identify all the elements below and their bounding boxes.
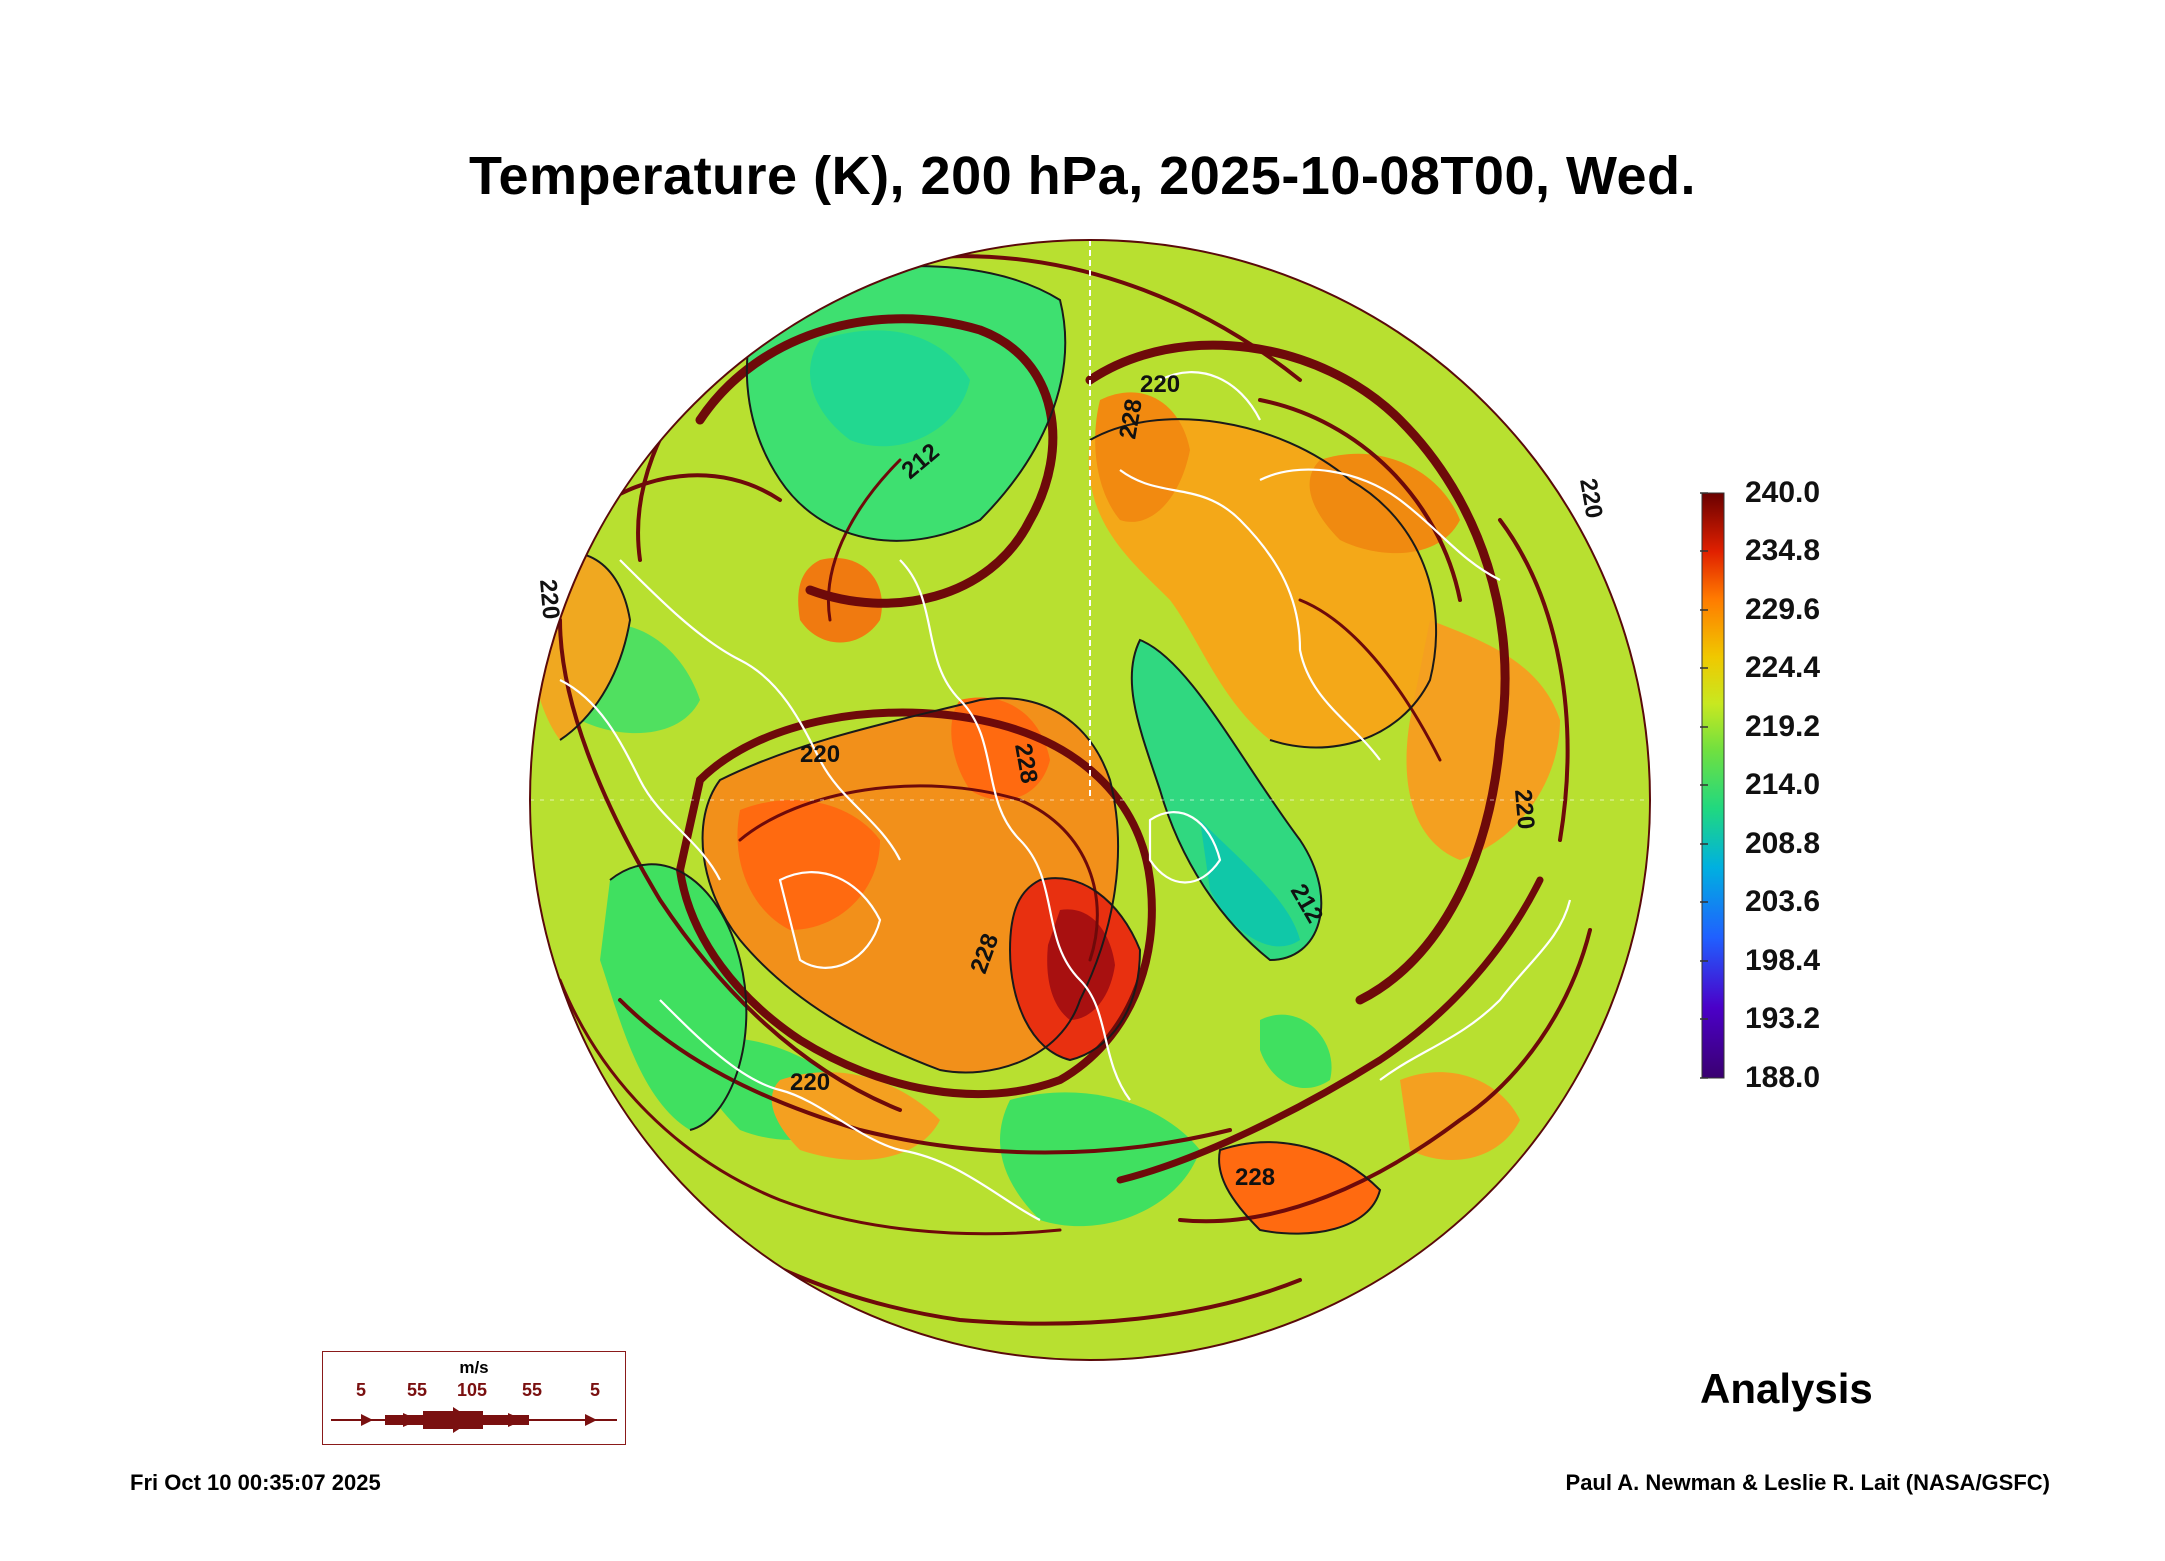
coastline <box>899 559 1131 1101</box>
warm-region <box>1047 909 1115 1020</box>
contour-label: 220 <box>1574 476 1608 520</box>
coastline <box>1119 469 1381 761</box>
globe <box>530 240 1650 1360</box>
streamline <box>738 784 1099 962</box>
isotherm <box>1130 638 1323 962</box>
wind-speed-legend: m/s 5 55 105 55 5 <box>322 1351 626 1445</box>
wind-legend-value: 105 <box>457 1380 488 1400</box>
coastline <box>619 559 901 861</box>
generation-timestamp: Fri Oct 10 00:35:07 2025 <box>130 1470 381 1495</box>
isotherm <box>745 265 1067 542</box>
streamline <box>1116 876 1544 1184</box>
cold-region <box>1200 820 1300 947</box>
contour-label: 220 <box>534 578 564 620</box>
isotherm <box>1218 1141 1382 1235</box>
contour-label: 220 <box>790 1069 830 1096</box>
isotherm <box>701 697 1119 1074</box>
author-credit: Paul A. Newman & Leslie R. Lait (NASA/GS… <box>1565 1470 2050 1495</box>
coastline <box>778 871 882 969</box>
colorbar-label: 208.8 <box>1745 827 1821 860</box>
cold-region <box>810 330 970 447</box>
contour-label: 220 <box>1140 371 1180 398</box>
colorbar-label: 188.0 <box>1745 1061 1821 1094</box>
contour-label: 220 <box>800 741 840 768</box>
isotherm <box>609 863 748 1131</box>
colorbar-label: 240.0 <box>1745 476 1821 509</box>
colorbar-label: 219.2 <box>1745 710 1821 743</box>
wind-legend-value: 55 <box>407 1380 428 1400</box>
coastline <box>1159 371 1261 421</box>
streamline <box>1178 928 1592 1224</box>
colorbar-label: 198.4 <box>1745 944 1821 977</box>
streamline <box>618 998 1232 1155</box>
streamline <box>558 978 1062 1236</box>
colorbar-label: 214.0 <box>1745 768 1821 801</box>
colorbar-label: 234.8 <box>1745 534 1821 567</box>
streamline <box>1085 340 1510 1005</box>
coastline <box>559 679 721 881</box>
contour-label: 220 <box>1509 788 1539 830</box>
wind-legend-arrow <box>331 1407 617 1433</box>
contour-label: 228 <box>1235 1164 1275 1191</box>
coastline <box>659 999 1041 1221</box>
colorbar-label: 224.4 <box>1745 651 1821 684</box>
warm-region <box>737 800 880 930</box>
isotherm <box>1089 418 1438 749</box>
colorbar-label: 193.2 <box>1745 1002 1821 1035</box>
coastline <box>1148 811 1222 884</box>
map-title: Temperature (K), 200 hPa, 2025-10-08T00,… <box>468 146 1696 206</box>
wind-legend-value: 5 <box>356 1380 367 1400</box>
streamline <box>1298 598 1442 762</box>
cold-region <box>1131 640 1322 960</box>
colorbar-label: 229.6 <box>1745 593 1821 626</box>
warm-region <box>1400 1072 1520 1160</box>
coastline <box>1379 899 1572 1081</box>
wind-legend-unit: m/s <box>459 1358 489 1377</box>
globe-outline <box>529 239 1651 1361</box>
colorbar-ticks <box>1700 492 1708 1079</box>
streamline <box>695 314 1058 608</box>
warm-region <box>1219 1142 1380 1234</box>
streamline <box>1258 398 1462 602</box>
coastline <box>1259 468 1501 581</box>
analysis-label: Analysis <box>1700 1365 1873 1412</box>
isotherm <box>1008 877 1142 1062</box>
wind-legend-value: 5 <box>590 1380 601 1400</box>
coastlines <box>559 371 1572 1221</box>
streamline <box>1498 518 1570 842</box>
wind-legend-value: 55 <box>522 1380 543 1400</box>
streamline <box>558 618 902 1112</box>
cold-region <box>1260 1014 1332 1089</box>
colorbar-label: 203.6 <box>1745 885 1821 918</box>
isotherm-contours <box>539 265 1438 1235</box>
cold-region <box>1000 1092 1200 1227</box>
